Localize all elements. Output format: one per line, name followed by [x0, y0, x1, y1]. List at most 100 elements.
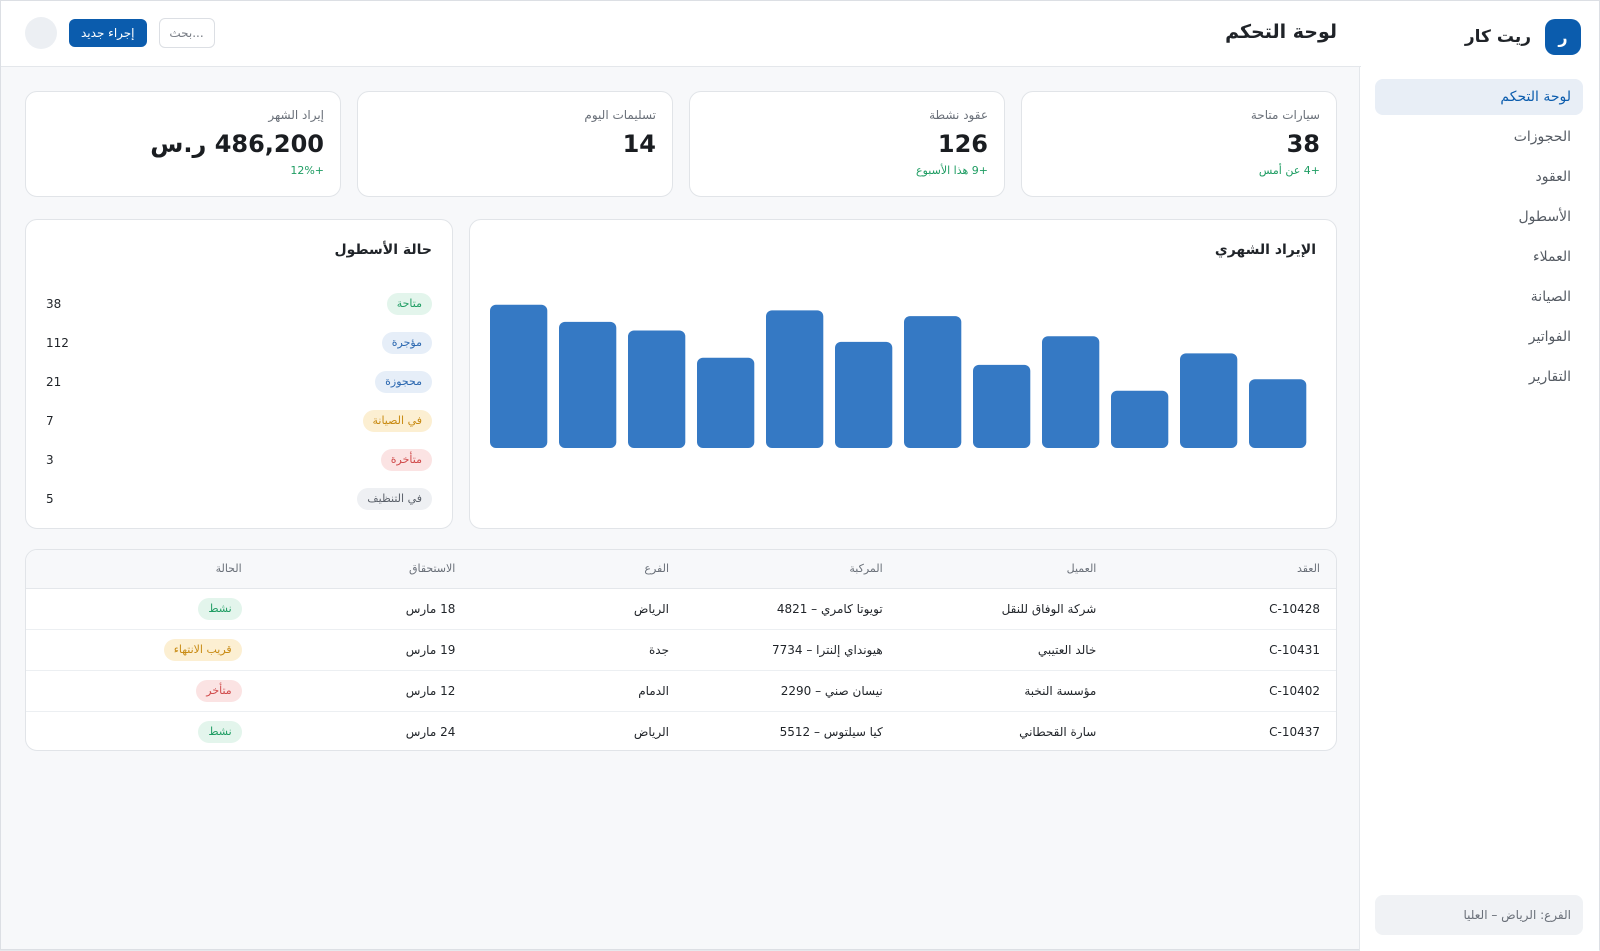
sidebar-item-maintenance[interactable]: الصيانة [1530, 289, 1571, 305]
kpi-monthly-revenue: إيراد الشهر 486,200 ر.س +12% [25, 91, 341, 197]
revenue-chart [490, 304, 1307, 449]
fleet-status-row: 38 متاحة [46, 284, 432, 323]
kpi-deliveries-today: تسليمات اليوم 14 [357, 91, 673, 197]
avatar[interactable] [25, 17, 57, 49]
table-row[interactable]: C-10402 مؤسسة النخبة نيسان صني – 2290 الدما… [26, 669, 1336, 711]
branch-cell: جدة [471, 628, 686, 670]
customer-cell: شركة الوفاق للنقل [1001, 601, 1097, 616]
kpi-active-contracts: عقود نشطة 126 +9 هذا الأسبوع [689, 91, 1005, 197]
fleet-status-list: 38 متاحة 112 مؤجرة 21 محجوزة 7 في الصيانة 3 متأخر… [46, 284, 432, 518]
kpi-value: 126 [937, 130, 988, 158]
fleet-status-count: 112 [46, 335, 69, 350]
fleet-status-badge: محجوزة [375, 370, 432, 393]
fleet-status-count: 21 [46, 374, 62, 389]
customer-cell: خالد العتيبي [898, 628, 1113, 670]
chart-bar[interactable] [904, 316, 962, 448]
chart-bar[interactable] [559, 321, 617, 448]
fleet-status-card: حالة الأسطول 38 متاحة 112 مؤجرة 21 محجوزة 7 في … [25, 219, 453, 529]
vehicle-cell: كيا سيلتوس – 5512 [685, 710, 899, 750]
revenue-chart-card: الإيراد الشهري [469, 219, 1337, 529]
status-badge: قريب الانتهاء [163, 638, 242, 661]
table-row[interactable]: C-10437 سارة القحطاني كيا سيلتوس – 5512 الر… [26, 710, 1336, 750]
kpi-label: إيراد الشهر [268, 108, 324, 122]
due-date-cell: 24 مارس [257, 710, 472, 750]
sidebar-item-reports[interactable]: التقارير [1528, 369, 1571, 385]
page-title: لوحة التحكم [1225, 21, 1337, 43]
due-date-cell: 19 مارس [257, 628, 472, 670]
status-cell: نشط [26, 588, 258, 629]
status-badge: نشط [198, 720, 242, 743]
column-header[interactable]: العميل [898, 550, 1113, 589]
contracts-table-card: العقد العميل المركبة الفرع الاستحقاق الح… [25, 549, 1337, 751]
column-header[interactable]: الفرع [471, 550, 686, 589]
sidebar-item-customers[interactable]: العملاء [1533, 249, 1571, 265]
chart-bar[interactable] [490, 304, 548, 448]
kpi-label: تسليمات اليوم [584, 108, 656, 122]
kpi-label: سيارات متاحة [1250, 108, 1320, 122]
table-header-row: العقد العميل المركبة الفرع الاستحقاق الح… [26, 550, 1336, 589]
fleet-status-row: 21 محجوزة [46, 362, 432, 401]
fleet-status-badge: مؤجرة [381, 331, 432, 354]
fleet-status-badge: في التنظيف [357, 487, 432, 510]
kpi-value: 486,200 ر.س [150, 130, 324, 158]
due-date-cell: 12 مارس [257, 669, 472, 711]
sidebar-item-contracts[interactable]: العقود [1535, 169, 1571, 185]
fleet-status-badge: متاحة [386, 292, 432, 315]
fleet-status-count: 7 [46, 413, 54, 428]
top-header: لوحة التحكم إجراء جديد بحث... [1, 1, 1361, 67]
sidebar-item-dashboard[interactable]: لوحة التحكم [1375, 79, 1583, 115]
column-header[interactable]: الاستحقاق [257, 550, 472, 589]
fleet-title: حالة الأسطول [334, 242, 432, 258]
search-input[interactable]: بحث... [158, 18, 215, 48]
branch-cell: الدمام [471, 669, 686, 711]
branch-cell: الرياض [471, 710, 686, 750]
status-badge: نشط [198, 597, 242, 620]
chart-bar[interactable] [1042, 336, 1100, 448]
column-header[interactable]: المركبة [685, 550, 899, 589]
chart-bar[interactable] [835, 341, 893, 448]
chart-bar[interactable] [766, 310, 824, 448]
contracts-table: العقد العميل المركبة الفرع الاستحقاق الح… [26, 550, 1336, 750]
kpi-value: 14 [622, 130, 656, 158]
kpi-label: عقود نشطة [929, 108, 988, 122]
kpi-value: 38 [1286, 130, 1320, 158]
column-header[interactable]: الحالة [26, 550, 258, 589]
status-cell: قريب الانتهاء [26, 628, 258, 670]
new-action-button[interactable]: إجراء جديد [69, 19, 147, 47]
vehicle-cell: هيونداي إلنترا – 7734 [685, 628, 899, 670]
due-date-cell: 18 مارس [405, 601, 456, 616]
chart-bar[interactable] [973, 364, 1031, 448]
kpi-delta: +4 عن أمس [1258, 164, 1320, 177]
status-cell: نشط [26, 710, 258, 750]
customer-cell: مؤسسة النخبة [898, 669, 1113, 711]
fleet-status-badge: متأخرة [380, 448, 432, 471]
chart-bar[interactable] [1180, 353, 1238, 448]
chart-bar[interactable] [628, 330, 686, 449]
chart-bar[interactable] [697, 357, 755, 448]
chart-bar[interactable] [1111, 390, 1169, 448]
contract-id-cell: C-10428 [1269, 601, 1320, 616]
chart-bar[interactable] [1249, 379, 1307, 448]
table-row[interactable]: C-10428 شركة الوفاق للنقل تويوتا كامري – 4… [26, 588, 1336, 629]
vehicle-cell: تويوتا كامري – 4821 [776, 601, 883, 616]
sidebar-item-invoices[interactable]: الفواتير [1528, 329, 1571, 345]
column-header[interactable]: العقد [1112, 550, 1336, 589]
branch-selector[interactable]: الفرع: الرياض – العليا [1375, 895, 1583, 935]
fleet-status-count: 5 [46, 491, 54, 506]
table-row[interactable]: C-10431 خالد العتيبي هيونداي إلنترا – 7734… [26, 628, 1336, 670]
fleet-status-count: 3 [46, 452, 54, 467]
sidebar: ر ريت كار لوحة التحكم الحجوزات العقود ال… [1359, 1, 1599, 951]
header-actions: إجراء جديد بحث... [25, 17, 215, 49]
vehicle-cell: نيسان صني – 2290 [685, 669, 899, 711]
fleet-status-row: 5 في التنظيف [46, 479, 432, 518]
contract-id-cell: C-10402 [1112, 669, 1336, 711]
fleet-status-badge: في الصيانة [362, 409, 432, 432]
customer-cell: سارة القحطاني [898, 710, 1113, 750]
status-badge: متأخر [196, 679, 242, 702]
sidebar-nav: لوحة التحكم الحجوزات العقود الأسطول العم… [1375, 79, 1583, 399]
contract-id-cell: C-10437 [1112, 710, 1336, 750]
sidebar-item-fleet[interactable]: الأسطول [1518, 209, 1572, 225]
sidebar-item-bookings[interactable]: الحجوزات [1513, 129, 1571, 145]
contract-id-cell: C-10431 [1112, 628, 1336, 670]
